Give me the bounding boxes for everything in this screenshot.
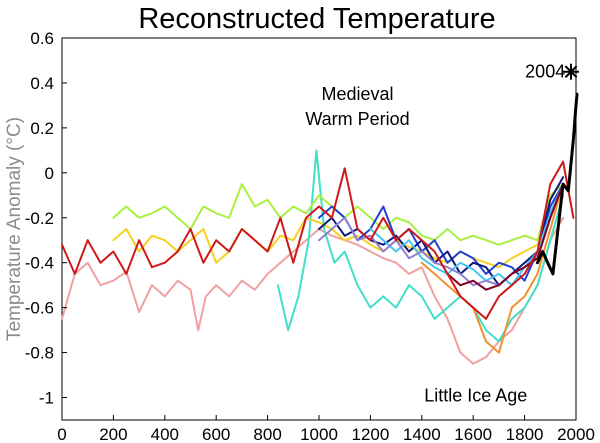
y-axis-label: Temperature Anomaly (°C): [4, 117, 25, 341]
annotation-medieval: Medieval: [321, 84, 393, 104]
y-tick-label: 0.6: [30, 29, 54, 48]
x-tick-label: 600: [202, 425, 230, 443]
y-axis: 0.6 0.4 0.2 0 -0.2 -0.4 -0.6 -0.8 -1: [25, 29, 67, 408]
x-tick-label: 1000: [300, 425, 338, 443]
x-tick-label: 0: [57, 425, 66, 443]
y-tick-label: -0.8: [25, 344, 54, 363]
series-layer: [61, 92, 579, 365]
x-tick-label: 400: [151, 425, 179, 443]
y-tick-label: 0: [45, 164, 54, 183]
y-tick-label: -1: [39, 389, 54, 408]
x-tick-label: 2000: [557, 425, 595, 443]
annotation-warm-period: Warm Period: [305, 109, 409, 129]
y-tick-label: -0.4: [25, 254, 54, 273]
y-tick-label: -0.2: [25, 209, 54, 228]
series-line-darkred-reconstruction: [446, 183, 565, 291]
plot-area: [61, 37, 579, 421]
series-line-cyan-reconstruction: [369, 183, 565, 287]
series-line-teal-reconstruction: [276, 149, 565, 343]
x-tick-label: 1800: [506, 425, 544, 443]
series-line-orange-reconstruction: [420, 183, 565, 354]
y-tick-label: -0.6: [25, 299, 54, 318]
series-line-instrumental-record: [536, 92, 579, 276]
series-line-pink-reconstruction: [61, 216, 565, 365]
x-tick-label: 1400: [403, 425, 441, 443]
x-tick-label: 800: [253, 425, 281, 443]
annotation-2004: 2004: [525, 62, 565, 82]
star-marker-icon: [563, 63, 580, 80]
x-tick-label: 1600: [454, 425, 492, 443]
annotation-little-ice-age: Little Ice Age: [424, 385, 527, 405]
star-marker-stroke: [564, 65, 578, 79]
x-tick-label: 200: [99, 425, 127, 443]
y-tick-label: 0.4: [30, 74, 54, 93]
x-tick-label: 1200: [351, 425, 389, 443]
series-line-blue-reconstruction: [318, 183, 565, 282]
series-line-yellow-reconstruction: [112, 183, 565, 269]
y-tick-label: 0.2: [30, 119, 54, 138]
chart-title: Reconstructed Temperature: [138, 3, 495, 35]
series-line-red-reconstruction: [61, 160, 575, 320]
x-axis: 0 200 400 600 800 1000 1200 1400 1600 1800 2000: [57, 415, 595, 443]
